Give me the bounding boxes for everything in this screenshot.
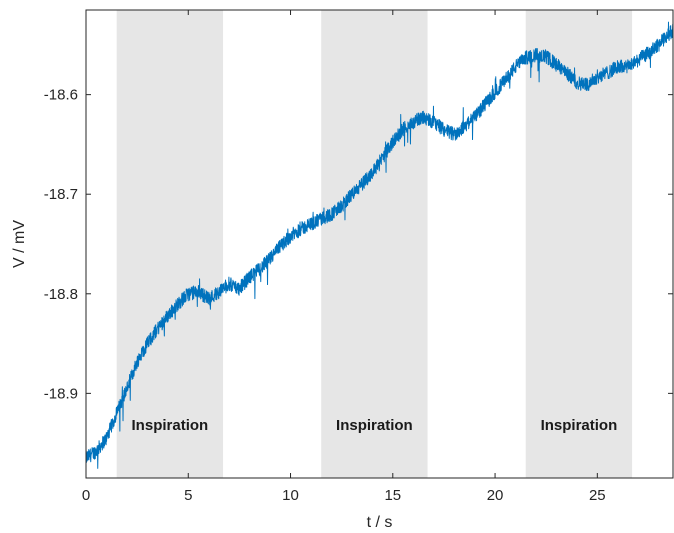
band-label-3: Inspiration xyxy=(541,417,618,434)
band-label-1: Inspiration xyxy=(132,417,209,434)
x-tick-label: 20 xyxy=(487,487,504,504)
y-tick-label: -18.9 xyxy=(44,385,78,402)
band-1 xyxy=(116,10,224,478)
x-tick-label: 0 xyxy=(82,487,90,504)
plot-frame xyxy=(85,9,674,479)
x-tick-label: 5 xyxy=(184,487,192,504)
y-tick-label: -18.7 xyxy=(44,186,78,203)
tick-labels: 0 5 10 15 20 25 -18.9 -18.8 -18.7 -18.6 xyxy=(44,87,606,504)
band-2 xyxy=(321,10,428,478)
shaded-bands xyxy=(116,10,633,478)
band-label-2: Inspiration xyxy=(336,417,413,434)
x-tick-label: 10 xyxy=(282,487,299,504)
x-axis-label: t / s xyxy=(367,514,393,531)
y-tick-label: -18.6 xyxy=(44,87,78,104)
x-tick-label: 15 xyxy=(384,487,401,504)
series-layer xyxy=(85,21,674,469)
series-line-1 xyxy=(85,21,674,469)
y-axis-label: V / mV xyxy=(11,220,28,268)
y-tick-label: -18.8 xyxy=(44,286,78,303)
band-labels: Inspiration Inspiration Inspiration xyxy=(132,417,618,434)
x-tick-label: 25 xyxy=(589,487,606,504)
